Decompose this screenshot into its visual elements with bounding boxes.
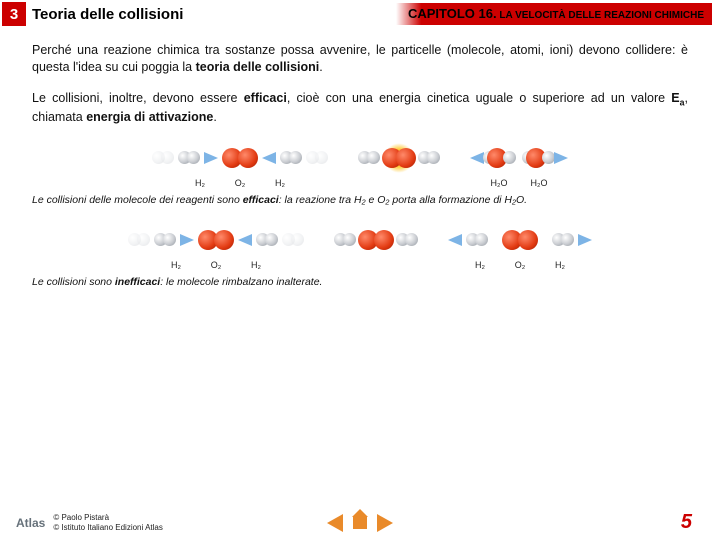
label-h2o: H₂O [488, 178, 510, 188]
caption-1: Le collisioni delle molecole dei reagent… [0, 190, 720, 216]
chapter-prefix: CAPITOLO 16. [408, 6, 497, 21]
publisher-logo: Atlas [16, 516, 45, 530]
label-h2o: H₂O [528, 178, 550, 188]
caption-2: Le collisioni sono inefficaci: le moleco… [0, 272, 720, 298]
copyright: © Paolo Pistarà © Istituto Italiano Ediz… [53, 513, 163, 532]
chapter-bar: CAPITOLO 16. LA VELOCITÀ DELLE REAZIONI … [396, 3, 720, 25]
panel-reagents-2: H₂ O₂ H₂ [128, 222, 304, 270]
arrow-left-icon [470, 152, 484, 164]
panel-products-1: H₂O H₂O [470, 140, 568, 188]
arrow-left-icon [238, 234, 252, 246]
slide-nav [327, 514, 393, 532]
label-o2: O₂ [509, 260, 531, 270]
h2-molecule [306, 151, 328, 164]
arrow-left-icon [262, 152, 276, 164]
o2-molecule [222, 148, 258, 168]
arrow-right-icon [578, 234, 592, 246]
label-h2: H₂ [245, 260, 267, 270]
page-number: 5 [681, 511, 704, 534]
panel-reagents-1: H₂ O₂ H₂ [152, 140, 328, 188]
section-title: Teoria delle collisioni [32, 6, 183, 23]
label-h2: H₂ [269, 178, 291, 188]
prev-button[interactable] [327, 514, 343, 532]
diagram-ineffective: H₂ O₂ H₂ H₂ O₂ H₂ [0, 222, 720, 270]
h2-molecule [280, 151, 302, 164]
label-o2: O₂ [229, 178, 251, 188]
arrow-right-icon [554, 152, 568, 164]
section-number: 3 [2, 2, 26, 26]
diagram-effective: H₂ O₂ H₂ H₂O H₂O [0, 140, 720, 188]
home-button[interactable] [353, 517, 367, 529]
header: 3 Teoria delle collisioni CAPITOLO 16. L… [0, 0, 720, 28]
label-h2: H₂ [549, 260, 571, 270]
h2-molecule [152, 151, 174, 164]
h2-molecule [178, 151, 200, 164]
chapter-title: LA VELOCITÀ DELLE REAZIONI CHIMICHE [497, 10, 704, 21]
panel-collision-1 [358, 140, 440, 188]
panel-products-2: H₂ O₂ H₂ [448, 222, 592, 270]
next-button[interactable] [377, 514, 393, 532]
paragraph-1: Perché una reazione chimica tra sostanze… [32, 42, 688, 76]
collision-burst-icon [384, 143, 414, 173]
label-o2: O₂ [205, 260, 227, 270]
footer: Atlas © Paolo Pistarà © Istituto Italian… [0, 511, 720, 534]
h2o-molecule [488, 148, 511, 168]
panel-collision-2 [334, 222, 418, 270]
h2o-molecule [527, 148, 550, 168]
arrow-right-icon [204, 152, 218, 164]
arrow-right-icon [180, 234, 194, 246]
label-h2: H₂ [189, 178, 211, 188]
label-h2: H₂ [165, 260, 187, 270]
paragraph-2: Le collisioni, inoltre, devono essere ef… [32, 90, 688, 126]
label-h2: H₂ [469, 260, 491, 270]
content: Perché una reazione chimica tra sostanze… [0, 28, 720, 126]
arrow-left-icon [448, 234, 462, 246]
